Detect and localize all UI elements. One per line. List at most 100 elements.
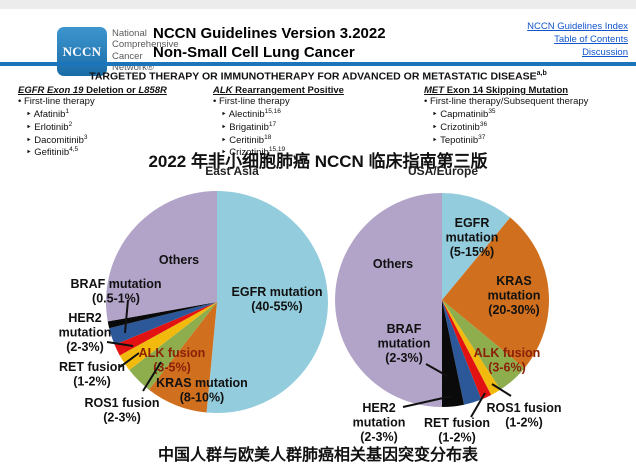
pie-east-asia-slice-her2: [109, 302, 217, 345]
pie-east-asia-slice-egfr: [206, 191, 328, 413]
pie-usa-europe-slice-alk: [442, 300, 525, 390]
pie-east-asia-label-egfr: EGFR mutation (40-55%): [232, 285, 323, 314]
drug-item: ‣ Alectinib15,16: [221, 107, 281, 120]
column-alk: ALK Rearrangement Positive • First-line …: [213, 86, 344, 158]
pie-usa-europe-leader-braf: [425, 363, 450, 378]
pie-east-asia-label-others: Others: [159, 253, 199, 267]
pie-east-asia-label-her2: HER2 mutation (2-3%): [59, 311, 112, 354]
title-text: Deletion or: [83, 85, 139, 96]
column-egfr-title: EGFR Exon 19 Deletion or L858R: [18, 86, 167, 96]
header-links: NCCN Guidelines Index Table of Contents …: [527, 20, 628, 59]
title-text: Rearrangement Positive: [232, 85, 344, 96]
drug-item: ‣ Dacomitinib3: [26, 133, 88, 146]
drug-footnote: 3: [83, 133, 88, 141]
link-guidelines-index[interactable]: NCCN Guidelines Index: [527, 21, 628, 32]
pie-east-asia-slice-braf: [107, 302, 217, 329]
org-line: Cancer: [112, 50, 143, 62]
pie-east-asia-leader-her2: [106, 341, 134, 347]
drug-item: ‣ Brigatinib17: [221, 120, 277, 133]
drug-name: Gefitinib: [34, 147, 70, 159]
cancer-type-title: Non-Small Cell Lung Cancer: [153, 44, 355, 61]
gene-name: MET: [424, 85, 445, 96]
therapy-line-text: First-line therapy/Subsequent therapy: [429, 95, 589, 107]
pie-usa-europe-label-ros1: ROS1 fusion (1-2%): [486, 401, 561, 430]
nccn-logo-text: NCCN: [62, 43, 102, 59]
section-heading-text: TARGETED THERAPY OR IMMUNOTHERAPY FOR AD…: [89, 70, 537, 83]
drug-footnote: 4,5: [69, 146, 79, 154]
link-table-of-contents[interactable]: Table of Contents: [554, 34, 628, 45]
pie-east-asia-slice-ros1: [119, 302, 217, 371]
pie-usa-europe-slice-her2: [442, 300, 482, 405]
column-egfr: EGFR Exon 19 Deletion or L858R • First-l…: [18, 86, 167, 158]
pie-east-asia-label-alk: ALK fusion (3-5%): [139, 346, 206, 375]
drug-footnote: 15,19: [268, 146, 286, 154]
pie-east-asia-label-ros1: ROS1 fusion (2-3%): [84, 396, 159, 425]
drug-item: ‣ Afatinib1: [26, 107, 70, 120]
pie-usa-europe-slice-ret: [442, 300, 492, 400]
pie-usa-europe-leader-ret: [470, 392, 486, 418]
drug-name: Brigatinib: [229, 121, 269, 133]
drug-footnote: 15,16: [264, 107, 281, 115]
drug-item: ‣ Ceritinib18: [221, 133, 272, 146]
gene-name: ALK: [213, 85, 233, 96]
pie-east-asia-slice-kras: [148, 302, 217, 413]
pie-east-asia-leader-braf: [124, 299, 129, 334]
header-divider: [0, 62, 636, 66]
column-alk-title: ALK Rearrangement Positive: [213, 86, 344, 96]
gene-name: EGFR Exon 19: [18, 85, 84, 96]
guidelines-version-title: NCCN Guidelines Version 3.2022: [153, 25, 386, 42]
top-bar: [0, 0, 636, 9]
pie-east-asia-slice-others: [105, 191, 217, 322]
pie-east-asia-label-kras: KRAS mutation (8-10%): [156, 376, 248, 405]
drug-footnote: 2: [68, 120, 73, 128]
pie-usa-europe-label-others: Others: [373, 257, 413, 271]
therapy-line-label: • First-line therapy: [18, 95, 95, 107]
drug-footnote: 35: [488, 107, 496, 115]
drug-item: ‣ Capmatinib35: [432, 107, 496, 120]
nccn-logo[interactable]: NCCN: [57, 27, 107, 76]
pie-usa-europe-slice-kras: [442, 217, 549, 369]
pie-usa-europe-leader-ros1: [491, 383, 512, 397]
drug-footnote: 18: [264, 133, 272, 141]
pie-usa-europe-label-alk: ALK fusion (3-6%): [474, 346, 541, 375]
pie-usa-europe-slice-braf: [442, 300, 465, 407]
pie-usa-europe-slice-others: [335, 193, 442, 407]
pie-usa-europe-label-braf: BRAF mutation (2-3%): [378, 322, 431, 365]
pie-title-east-asia: East Asia: [205, 164, 259, 178]
therapy-line-text: First-line therapy: [218, 95, 290, 107]
drug-item: ‣ Crizotinib36: [432, 120, 488, 133]
drug-name: Afatinib: [33, 108, 66, 120]
drug-footnote: 1: [65, 107, 70, 115]
therapy-line-label: • First-line therapy: [213, 95, 290, 107]
drug-item: ‣ Gefitinib4,5: [26, 146, 79, 159]
title-text: Exon 14 Skipping Mutation: [444, 85, 569, 96]
drug-name: Crizotinib: [440, 121, 480, 133]
page-title: NCCN Guidelines Version 3.2022 Non-Small…: [153, 24, 386, 62]
drug-name: Alectinib: [228, 108, 265, 120]
therapy-line-text: First-line therapy: [23, 95, 95, 107]
drug-item: ‣ Tepotinib37: [432, 133, 486, 146]
drug-name: Crizotinib: [229, 147, 269, 159]
org-line: Network®: [112, 62, 154, 74]
pie-usa-europe-label-kras: KRAS mutation (20-30%): [488, 274, 541, 317]
drug-name: Ceritinib: [229, 134, 265, 146]
bottom-caption: 中国人群与欧美人群肺癌相关基因突变分布表: [157, 447, 478, 464]
pie-usa-europe-leader-her2: [402, 395, 453, 408]
pie-east-asia-leader-ros1: [142, 361, 162, 392]
therapy-line-label: • First-line therapy/Subsequent therapy: [424, 95, 589, 107]
drug-name: Erlotinib: [34, 121, 69, 133]
column-met: MET Exon 14 Skipping Mutation • First-li…: [424, 86, 588, 145]
org-line: National: [112, 28, 147, 39]
pie-usa-europe-label-ret: RET fusion (1-2%): [424, 416, 490, 445]
drug-footnote: 17: [268, 120, 277, 128]
drug-name: Capmatinib: [440, 108, 489, 120]
drug-item: ‣ Erlotinib2: [26, 120, 73, 133]
gene-name: L858R: [138, 85, 167, 96]
drug-footnote: 36: [479, 120, 488, 128]
column-met-title: MET Exon 14 Skipping Mutation: [424, 86, 588, 96]
pie-usa-europe-slice-egfr: [442, 193, 511, 300]
chinese-title: 2022 年非小细胞肺癌 NCCN 临床指南第三版: [148, 152, 488, 171]
pie-usa-europe-slice-ros1: [442, 300, 501, 396]
link-discussion[interactable]: Discussion: [582, 47, 628, 58]
